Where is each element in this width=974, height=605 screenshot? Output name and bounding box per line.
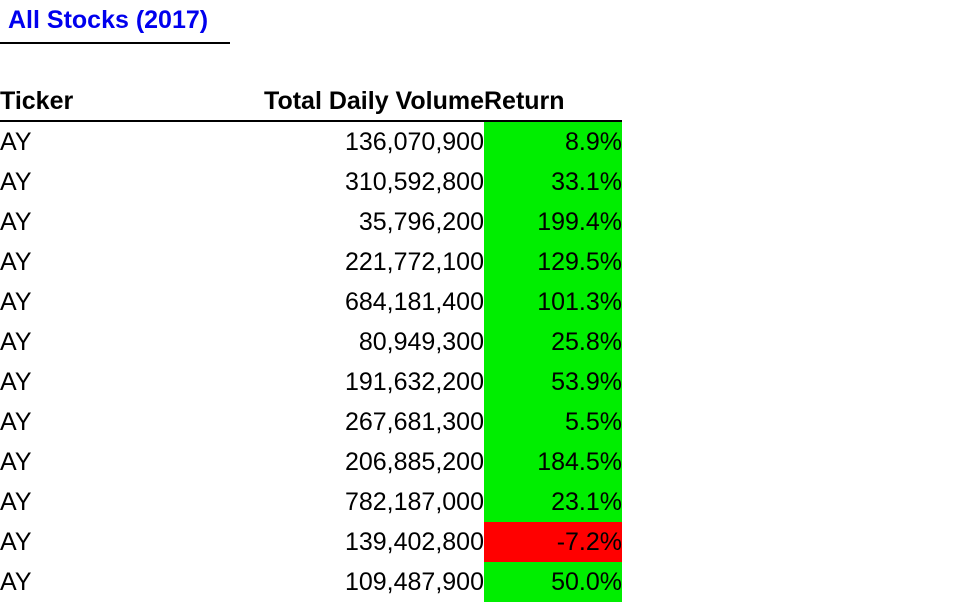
return-cell[interactable]: 199.4%: [484, 202, 622, 242]
ticker-cell[interactable]: AY: [0, 568, 32, 596]
return-cell[interactable]: 184.5%: [484, 442, 622, 482]
header-ticker[interactable]: Ticker: [0, 82, 230, 122]
volume-cell[interactable]: 782,187,000: [344, 488, 484, 516]
ticker-cell[interactable]: AY: [0, 248, 32, 276]
stocks-table: Ticker Total Daily Volume Return AY 136,0…: [0, 82, 622, 602]
ticker-cell[interactable]: AY: [0, 328, 32, 356]
ticker-cell[interactable]: AY: [0, 488, 32, 516]
ticker-cell[interactable]: AY: [0, 368, 32, 396]
return-cell[interactable]: 50.0%: [484, 562, 622, 602]
table-row: AY 191,632,200 53.9%: [0, 362, 622, 402]
volume-cell[interactable]: 136,070,900: [344, 128, 484, 156]
ticker-cell[interactable]: AY: [0, 408, 32, 436]
header-row: Ticker Total Daily Volume Return: [0, 82, 622, 122]
return-cell[interactable]: 33.1%: [484, 162, 622, 202]
ticker-cell[interactable]: AY: [0, 448, 32, 476]
ticker-cell[interactable]: AY: [0, 128, 32, 156]
table-row: AY 267,681,300 5.5%: [0, 402, 622, 442]
header-return[interactable]: Return: [484, 82, 622, 122]
volume-cell[interactable]: 267,681,300: [344, 408, 484, 436]
volume-cell[interactable]: 80,949,300: [358, 328, 484, 356]
return-cell[interactable]: 8.9%: [484, 121, 622, 162]
volume-cell[interactable]: 191,632,200: [344, 368, 484, 396]
volume-cell[interactable]: 684,181,400: [344, 288, 484, 316]
table-row: AY 35,796,200 199.4%: [0, 202, 622, 242]
return-cell[interactable]: 23.1%: [484, 482, 622, 522]
table-row: AY 310,592,800 33.1%: [0, 162, 622, 202]
ticker-cell[interactable]: AY: [0, 288, 32, 316]
return-cell[interactable]: 25.8%: [484, 322, 622, 362]
table-row: AY 139,402,800 -7.2%: [0, 522, 622, 562]
title-cell[interactable]: All Stocks (2017): [0, 0, 230, 44]
return-cell[interactable]: 53.9%: [484, 362, 622, 402]
volume-cell[interactable]: 35,796,200: [358, 208, 484, 236]
return-cell[interactable]: 5.5%: [484, 402, 622, 442]
return-cell[interactable]: -7.2%: [484, 522, 622, 562]
volume-cell[interactable]: 221,772,100: [344, 248, 484, 276]
table-row: AY 109,487,900 50.0%: [0, 562, 622, 602]
ticker-cell[interactable]: AY: [0, 208, 32, 236]
table-row: AY 206,885,200 184.5%: [0, 442, 622, 482]
table-row: AY 80,949,300 25.8%: [0, 322, 622, 362]
volume-cell[interactable]: 310,592,800: [344, 168, 484, 196]
table-row: AY 136,070,900 8.9%: [0, 121, 622, 162]
table-row: AY 684,181,400 101.3%: [0, 282, 622, 322]
volume-cell[interactable]: 206,885,200: [344, 448, 484, 476]
header-volume[interactable]: Total Daily Volume: [230, 82, 484, 122]
volume-cell[interactable]: 109,487,900: [344, 568, 484, 596]
table-row: AY 782,187,000 23.1%: [0, 482, 622, 522]
return-cell[interactable]: 101.3%: [484, 282, 622, 322]
return-cell[interactable]: 129.5%: [484, 242, 622, 282]
table-row: AY 221,772,100 129.5%: [0, 242, 622, 282]
ticker-cell[interactable]: AY: [0, 168, 32, 196]
volume-cell[interactable]: 139,402,800: [344, 528, 484, 556]
sheet-title: All Stocks (2017): [8, 6, 209, 34]
ticker-cell[interactable]: AY: [0, 528, 32, 556]
